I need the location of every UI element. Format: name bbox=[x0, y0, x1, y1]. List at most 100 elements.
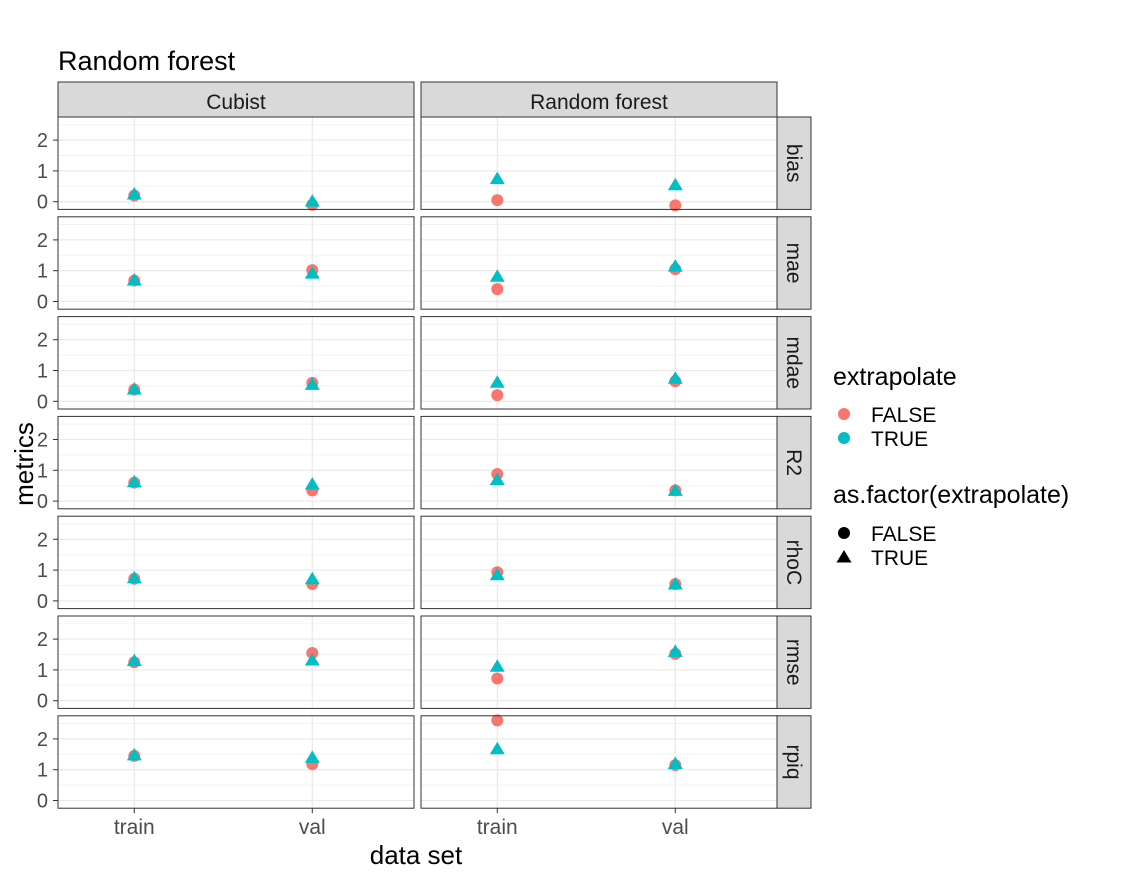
point-true bbox=[126, 187, 142, 200]
point-true bbox=[489, 171, 505, 185]
facet-strip-row bbox=[776, 116, 812, 210]
point-true bbox=[304, 477, 320, 490]
facet-strip-row-label: mae bbox=[782, 243, 805, 284]
facet-panel bbox=[420, 116, 778, 212]
panel-border bbox=[57, 515, 415, 610]
panel-background bbox=[58, 715, 414, 809]
facet-strip-row bbox=[776, 715, 812, 809]
legend: extrapolateFALSETRUEas.factor(extrapolat… bbox=[833, 363, 1069, 570]
legend-color-key bbox=[838, 432, 850, 444]
point-true bbox=[667, 371, 683, 384]
point-true bbox=[489, 659, 505, 672]
y-tick-label: 2 bbox=[37, 230, 48, 252]
facet-panel bbox=[57, 316, 415, 410]
panel-border bbox=[57, 216, 415, 310]
point-true bbox=[126, 474, 142, 488]
legend-color-key bbox=[838, 408, 850, 420]
point-true bbox=[667, 644, 683, 657]
y-tick-label: 0 bbox=[37, 391, 48, 413]
point-true bbox=[667, 756, 683, 770]
y-tick-label: 2 bbox=[37, 330, 48, 352]
point-true bbox=[304, 194, 320, 207]
facet-strip-col bbox=[420, 81, 778, 118]
facet-panel bbox=[57, 116, 415, 211]
facet-panel bbox=[420, 714, 778, 809]
facet-strip-row-label: bias bbox=[782, 144, 805, 183]
facet-strip-row-label: rmse bbox=[782, 639, 805, 686]
panel-background bbox=[421, 316, 777, 409]
panel-border bbox=[420, 116, 778, 210]
y-tick-label: 2 bbox=[37, 130, 48, 152]
panel-border bbox=[57, 116, 415, 210]
point-true bbox=[304, 653, 320, 666]
facet-strip-row bbox=[776, 316, 812, 410]
y-tick-label: 0 bbox=[37, 292, 48, 314]
facet-panel bbox=[420, 316, 778, 410]
point-true bbox=[304, 750, 320, 763]
legend-color-label: TRUE bbox=[871, 428, 928, 451]
y-tick-label: 1 bbox=[37, 361, 48, 383]
panel-border bbox=[420, 515, 778, 610]
panel-background bbox=[421, 416, 777, 509]
legend-shape-key bbox=[838, 527, 850, 539]
y-tick-label: 0 bbox=[37, 591, 48, 613]
panel-background bbox=[421, 117, 777, 210]
point-false bbox=[669, 199, 682, 212]
facet-strip-row bbox=[776, 415, 812, 510]
facet-panel bbox=[57, 715, 415, 809]
y-tick-label: 2 bbox=[37, 430, 48, 452]
panel-border bbox=[420, 715, 778, 809]
point-true bbox=[126, 272, 142, 286]
panel-background bbox=[58, 316, 414, 409]
point-false bbox=[491, 714, 504, 727]
point-false bbox=[491, 672, 504, 685]
y-tick-label: 1 bbox=[37, 760, 48, 782]
point-false bbox=[306, 646, 319, 659]
facet-strip-row-label: rpiq bbox=[782, 744, 805, 779]
point-true bbox=[304, 266, 320, 279]
panel-background bbox=[58, 216, 414, 310]
facet-strip-col-label: Random forest bbox=[530, 91, 668, 114]
y-tick-label: 0 bbox=[37, 791, 48, 813]
point-false bbox=[491, 283, 504, 296]
facet-panel bbox=[57, 515, 415, 610]
facet-strip-row-label: R2 bbox=[782, 449, 805, 476]
point-true bbox=[667, 259, 683, 272]
facet-panel bbox=[420, 216, 778, 310]
point-true bbox=[667, 177, 683, 191]
point-true bbox=[126, 381, 142, 395]
panel-background bbox=[421, 616, 777, 709]
point-true bbox=[489, 472, 505, 486]
point-true bbox=[126, 747, 142, 761]
y-tick-label: 2 bbox=[37, 729, 48, 751]
panel-background bbox=[58, 117, 414, 210]
x-tick-label: val bbox=[662, 816, 689, 839]
panel-background bbox=[58, 616, 414, 709]
facet-panel bbox=[57, 216, 415, 310]
point-true bbox=[489, 269, 505, 282]
y-axis-label: metrics bbox=[9, 422, 39, 506]
point-false bbox=[491, 389, 504, 402]
facet-panel bbox=[420, 515, 778, 610]
x-tick-label: train bbox=[477, 816, 518, 839]
facet-strip-row-label: rhoC bbox=[782, 540, 805, 586]
facet-panels: Cubist Random forest bias 0 1 2 mae 0 1 2 mdae 0 1 2 R… bbox=[37, 81, 812, 839]
panel-border bbox=[57, 316, 415, 410]
facet-strip-row bbox=[776, 515, 812, 610]
legend-color-title: extrapolate bbox=[833, 363, 957, 391]
legend-shape-label: FALSE bbox=[871, 523, 936, 546]
panel-background bbox=[421, 216, 777, 310]
y-tick-label: 1 bbox=[37, 161, 48, 183]
x-tick-label: val bbox=[299, 816, 326, 839]
facet-strip-row-label: mdae bbox=[782, 337, 805, 390]
panel-border bbox=[57, 715, 415, 809]
y-tick-label: 1 bbox=[37, 660, 48, 682]
y-tick-label: 0 bbox=[37, 691, 48, 713]
legend-shape-label: TRUE bbox=[871, 547, 928, 570]
y-tick-label: 2 bbox=[37, 629, 48, 651]
panel-background bbox=[58, 516, 414, 609]
panel-border bbox=[57, 415, 415, 510]
facet-strip-col-label: Cubist bbox=[206, 91, 266, 114]
facet-panel bbox=[57, 615, 415, 709]
point-true bbox=[489, 567, 505, 581]
